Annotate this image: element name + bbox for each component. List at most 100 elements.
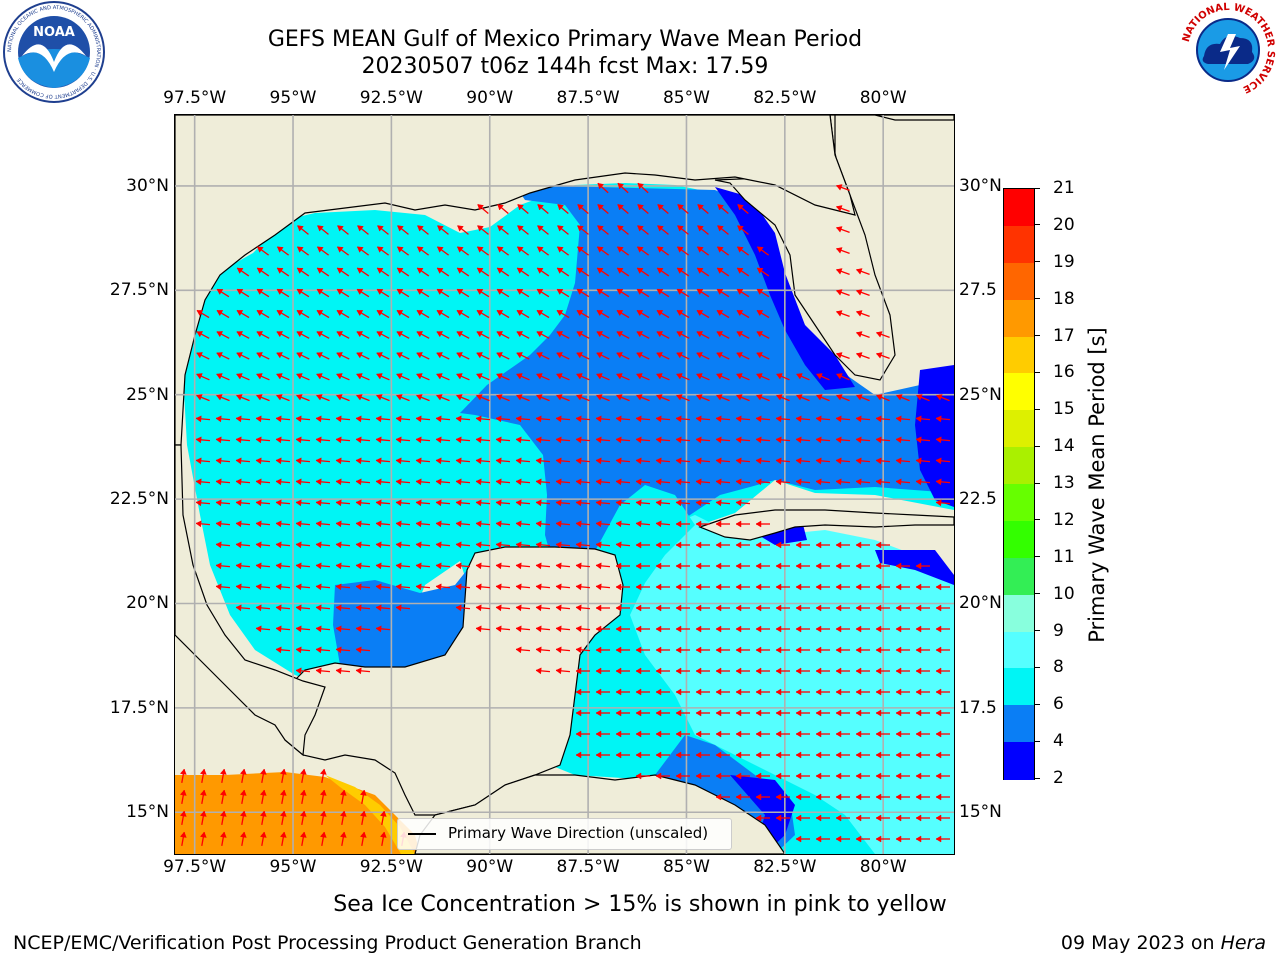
wave-arrow-head — [676, 331, 684, 338]
colorbar-segment — [1004, 668, 1034, 706]
wave-arrow-head — [315, 625, 322, 633]
wave-arrow-head — [475, 499, 482, 507]
colorbar-label: Primary Wave Mean Period [s] — [1085, 327, 1109, 643]
wave-arrow-head — [595, 478, 602, 486]
wave-arrow-head — [855, 415, 862, 423]
wave-arrow-head — [535, 604, 542, 612]
wave-arrow-head — [795, 478, 802, 486]
wave-arrow-head — [795, 415, 802, 423]
wave-arrow-head — [795, 793, 802, 801]
wave-arrow-head — [755, 541, 762, 549]
wave-arrow-head — [555, 604, 562, 612]
wave-arrow-head — [495, 625, 502, 633]
wave-arrow-head — [295, 478, 302, 486]
wave-arrow-head — [616, 289, 624, 295]
wave-arrow-head — [276, 267, 284, 274]
wave-arrow-head — [795, 457, 802, 465]
wave-arrow-head — [396, 352, 403, 359]
wave-arrow-head — [375, 562, 382, 570]
wave-arrow-head — [535, 520, 542, 528]
wave-arrow-head — [875, 415, 882, 423]
wave-arrow-head — [715, 772, 722, 780]
wave-arrow-head — [695, 436, 702, 444]
lon-tick-bottom: 90°W — [466, 857, 514, 877]
colorbar-segment — [1004, 742, 1034, 780]
wave-arrow-head — [715, 520, 722, 528]
wave-arrow-head — [715, 625, 722, 633]
map-border — [174, 114, 955, 855]
wave-arrow-head — [875, 562, 882, 570]
wave-arrow-head — [535, 583, 542, 591]
wave-arrow-head — [315, 415, 322, 423]
wave-arrow-head — [795, 751, 802, 759]
wave-arrow-head — [595, 667, 602, 675]
wave-arrow-head — [635, 415, 642, 423]
wave-arrow-head — [795, 688, 802, 696]
wave-arrow-head — [675, 604, 682, 612]
wave-arrow-head — [415, 541, 422, 549]
colorbar-tick-mark — [1034, 187, 1040, 189]
wave-arrow-head — [395, 499, 402, 507]
wave-arrow-head — [915, 667, 922, 675]
wave-arrow-head — [735, 772, 742, 780]
wave-arrow-head — [215, 520, 222, 528]
map-title: GEFS MEAN Gulf of Mexico Primary Wave Me… — [267, 27, 863, 52]
wave-arrow-head — [236, 352, 243, 359]
wave-arrow-head — [895, 709, 902, 717]
wave-arrow-head — [635, 667, 642, 675]
wave-arrow-head — [855, 772, 862, 780]
wave-arrow-head — [875, 625, 882, 633]
wave-arrow-head — [855, 541, 862, 549]
wave-arrow-head — [296, 394, 303, 401]
wave-arrow-head — [315, 667, 322, 675]
wave-arrow-head — [795, 772, 802, 780]
wave-arrow-head — [597, 182, 605, 190]
wave-arrow-head — [575, 709, 582, 717]
wave-arrow-head — [715, 457, 722, 465]
wave-arrow-head — [735, 709, 742, 717]
wave-arrow-head — [695, 562, 702, 570]
wave-arrow-head — [735, 730, 742, 738]
wave-arrow-head — [655, 541, 662, 549]
campeche-bay-4-6s — [333, 570, 467, 670]
wave-arrow-head — [356, 310, 364, 317]
wave-arrow-head — [835, 205, 843, 212]
wave-arrow-head — [339, 810, 347, 817]
wave-arrow-head — [556, 289, 564, 295]
wave-arrow-head — [616, 310, 624, 317]
wave-arrow-head — [416, 310, 424, 317]
colorbar-tick-label: 11 — [1053, 546, 1075, 567]
wave-arrow-head — [315, 436, 322, 444]
wave-arrow-head — [795, 814, 802, 822]
wave-arrow-head — [775, 688, 782, 696]
wave-arrow-head — [655, 436, 662, 444]
wave-arrow-head — [456, 373, 463, 380]
wave-arrow-head — [239, 810, 247, 817]
wave-arrow-head — [635, 730, 642, 738]
wave-arrow-head — [596, 394, 603, 401]
colorbar-segment — [1004, 410, 1034, 448]
lon-tick-top: 80°W — [859, 88, 907, 108]
wave-arrow-head — [436, 246, 444, 253]
wave-arrow-head — [415, 499, 422, 507]
pacific-waters-15-16s — [325, 775, 415, 854]
wave-arrow-head — [315, 604, 322, 612]
wave-arrow-head — [775, 415, 782, 423]
wave-arrow-head — [279, 831, 287, 838]
wave-arrow-head — [516, 352, 523, 359]
wave-arrow-head — [355, 583, 362, 591]
wave-arrow-head — [775, 646, 782, 654]
lon-tick-top: 97.5°W — [163, 88, 227, 108]
wave-arrow-head — [915, 730, 922, 738]
wave-arrow-head — [376, 373, 383, 380]
wave-arrow-head — [755, 604, 762, 612]
wave-arrow-head — [635, 499, 642, 507]
wave-arrow-head — [536, 394, 543, 401]
wave-arrow-head — [635, 646, 642, 654]
wave-arrow-head — [737, 225, 744, 232]
wave-arrow-head — [915, 772, 922, 780]
wave-arrow-head — [535, 667, 542, 675]
wave-arrow-head — [379, 810, 387, 817]
wave-arrow-head — [595, 646, 602, 654]
map-subtitle: 20230507 t06z 144h fcst Max: 17.59 — [361, 54, 769, 79]
